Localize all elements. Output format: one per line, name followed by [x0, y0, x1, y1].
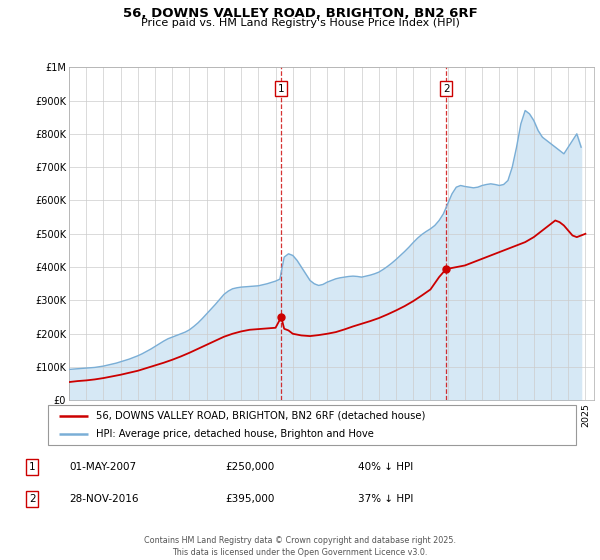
Text: 2: 2: [443, 84, 449, 94]
Text: Price paid vs. HM Land Registry's House Price Index (HPI): Price paid vs. HM Land Registry's House …: [140, 18, 460, 28]
Text: 56, DOWNS VALLEY ROAD, BRIGHTON, BN2 6RF (detached house): 56, DOWNS VALLEY ROAD, BRIGHTON, BN2 6RF…: [95, 411, 425, 421]
Text: 37% ↓ HPI: 37% ↓ HPI: [358, 494, 413, 504]
Text: £395,000: £395,000: [225, 494, 274, 504]
Text: HPI: Average price, detached house, Brighton and Hove: HPI: Average price, detached house, Brig…: [95, 430, 373, 439]
Text: Contains HM Land Registry data © Crown copyright and database right 2025.
This d: Contains HM Land Registry data © Crown c…: [144, 536, 456, 557]
Text: £250,000: £250,000: [225, 462, 274, 472]
Text: 28-NOV-2016: 28-NOV-2016: [70, 494, 139, 504]
Text: 56, DOWNS VALLEY ROAD, BRIGHTON, BN2 6RF: 56, DOWNS VALLEY ROAD, BRIGHTON, BN2 6RF: [122, 7, 478, 20]
Text: 40% ↓ HPI: 40% ↓ HPI: [358, 462, 413, 472]
Text: 2: 2: [29, 494, 35, 504]
Text: 1: 1: [29, 462, 35, 472]
Text: 1: 1: [278, 84, 284, 94]
FancyBboxPatch shape: [48, 405, 576, 445]
Text: 01-MAY-2007: 01-MAY-2007: [70, 462, 137, 472]
